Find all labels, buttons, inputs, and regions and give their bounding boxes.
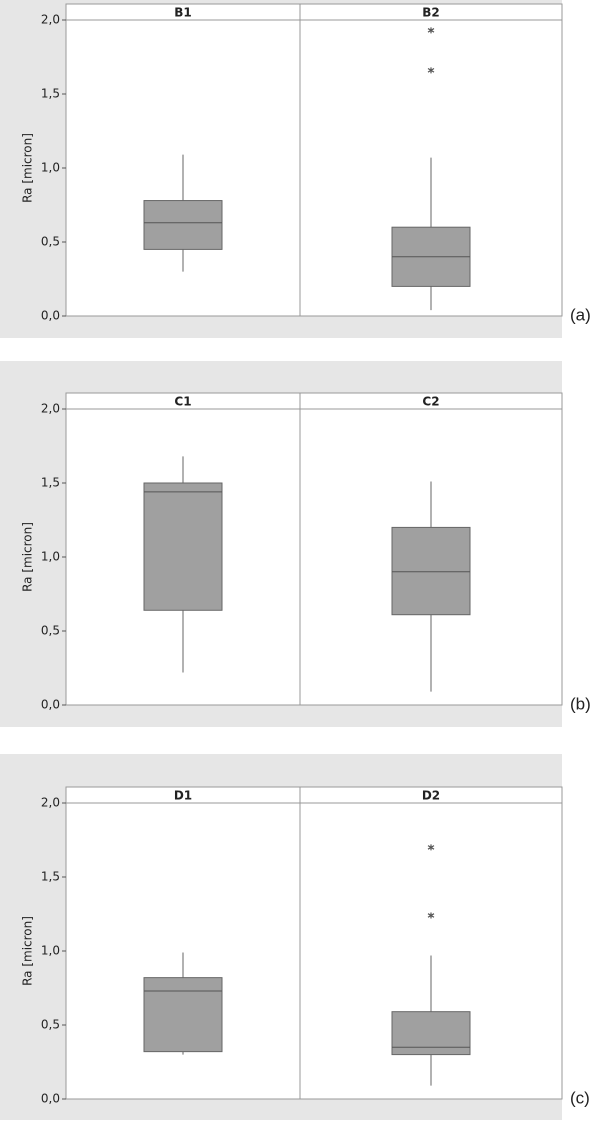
y-tick-label: 1,5 bbox=[41, 870, 60, 884]
box bbox=[391, 526, 471, 616]
category-label: B1 bbox=[174, 6, 192, 20]
outlier bbox=[427, 912, 435, 919]
panel-label: (b) bbox=[570, 694, 591, 713]
y-axis-label: Ra [micron] bbox=[21, 522, 35, 592]
y-tick-label: 1,0 bbox=[41, 161, 60, 175]
y-tick-label: 0,0 bbox=[41, 309, 60, 323]
y-tick-label: 2,0 bbox=[41, 13, 60, 27]
y-tick-label: 0,5 bbox=[41, 1018, 60, 1032]
y-tick-label: 0,0 bbox=[41, 698, 60, 712]
box bbox=[391, 1011, 471, 1056]
plot-area bbox=[65, 3, 563, 317]
panel-label: (a) bbox=[570, 305, 591, 324]
outlier bbox=[427, 844, 435, 851]
y-tick-label: 0,0 bbox=[41, 1092, 60, 1106]
box bbox=[143, 200, 223, 250]
box bbox=[143, 482, 223, 611]
outlier bbox=[427, 67, 435, 74]
y-tick-label: 1,5 bbox=[41, 476, 60, 490]
category-label: C2 bbox=[422, 395, 439, 409]
category-label: C1 bbox=[174, 395, 191, 409]
y-tick-label: 0,5 bbox=[41, 624, 60, 638]
y-tick-label: 1,5 bbox=[41, 87, 60, 101]
category-label: D2 bbox=[422, 789, 440, 803]
plot-area bbox=[65, 392, 563, 706]
panel-label: (c) bbox=[570, 1088, 590, 1107]
y-tick-label: 1,0 bbox=[41, 944, 60, 958]
y-axis-label: Ra [micron] bbox=[21, 916, 35, 986]
box bbox=[143, 977, 223, 1053]
y-tick-label: 2,0 bbox=[41, 796, 60, 810]
y-tick-label: 2,0 bbox=[41, 402, 60, 416]
outlier bbox=[427, 27, 435, 34]
category-label: D1 bbox=[174, 789, 192, 803]
plot-area bbox=[65, 786, 563, 1100]
y-tick-label: 0,5 bbox=[41, 235, 60, 249]
category-label: B2 bbox=[422, 6, 440, 20]
y-axis-label: Ra [micron] bbox=[21, 133, 35, 203]
y-tick-label: 1,0 bbox=[41, 550, 60, 564]
